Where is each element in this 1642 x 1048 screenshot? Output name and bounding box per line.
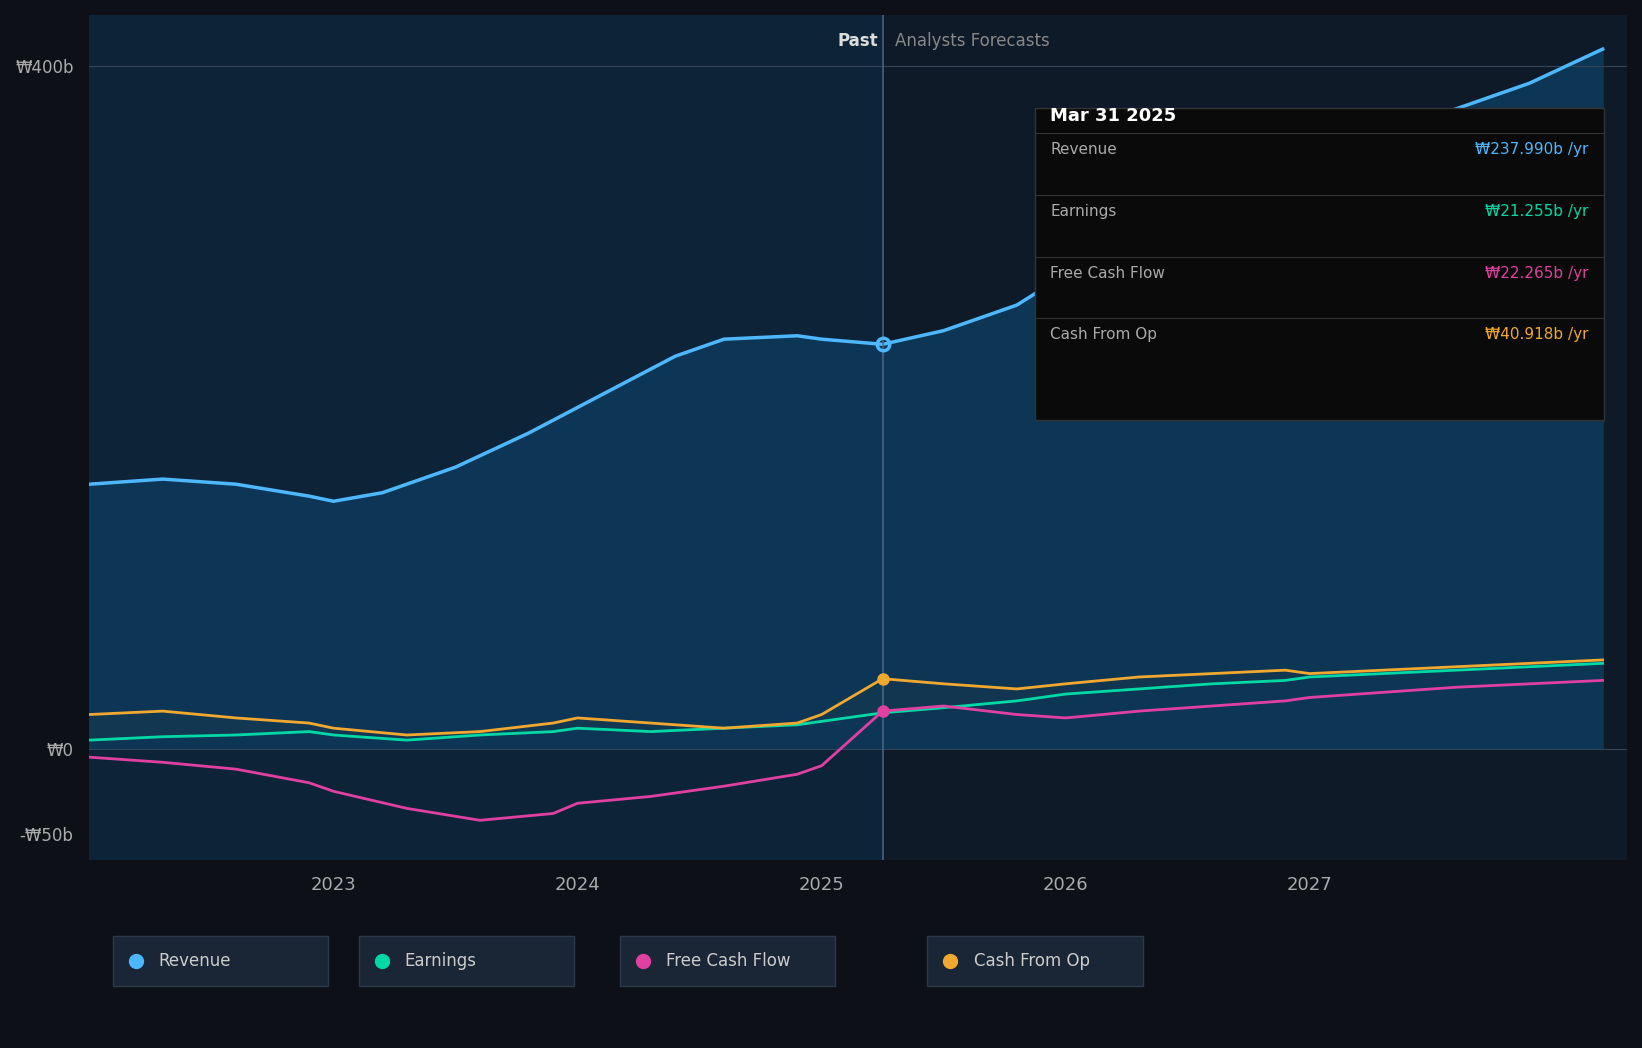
Text: Free Cash Flow: Free Cash Flow xyxy=(1051,265,1166,281)
Bar xyxy=(89,15,883,859)
Text: ₩22.265b /yr: ₩22.265b /yr xyxy=(1484,265,1588,281)
FancyBboxPatch shape xyxy=(928,936,1143,986)
FancyBboxPatch shape xyxy=(113,936,328,986)
Text: Earnings: Earnings xyxy=(404,952,476,969)
Bar xyxy=(883,15,1627,859)
Text: Past: Past xyxy=(837,32,878,50)
FancyBboxPatch shape xyxy=(358,936,573,986)
Text: ₩237.990b /yr: ₩237.990b /yr xyxy=(1475,143,1588,157)
FancyBboxPatch shape xyxy=(1034,108,1604,420)
Text: Cash From Op: Cash From Op xyxy=(974,952,1090,969)
Text: Revenue: Revenue xyxy=(159,952,232,969)
Text: Cash From Op: Cash From Op xyxy=(1051,327,1158,343)
Text: ₩40.918b /yr: ₩40.918b /yr xyxy=(1484,327,1588,343)
Text: Free Cash Flow: Free Cash Flow xyxy=(667,952,790,969)
Text: Mar 31 2025: Mar 31 2025 xyxy=(1051,107,1177,125)
Text: Analysts Forecasts: Analysts Forecasts xyxy=(895,32,1049,50)
Text: Revenue: Revenue xyxy=(1051,143,1117,157)
Text: ₩21.255b /yr: ₩21.255b /yr xyxy=(1484,204,1588,219)
FancyBboxPatch shape xyxy=(621,936,836,986)
Text: Earnings: Earnings xyxy=(1051,204,1117,219)
